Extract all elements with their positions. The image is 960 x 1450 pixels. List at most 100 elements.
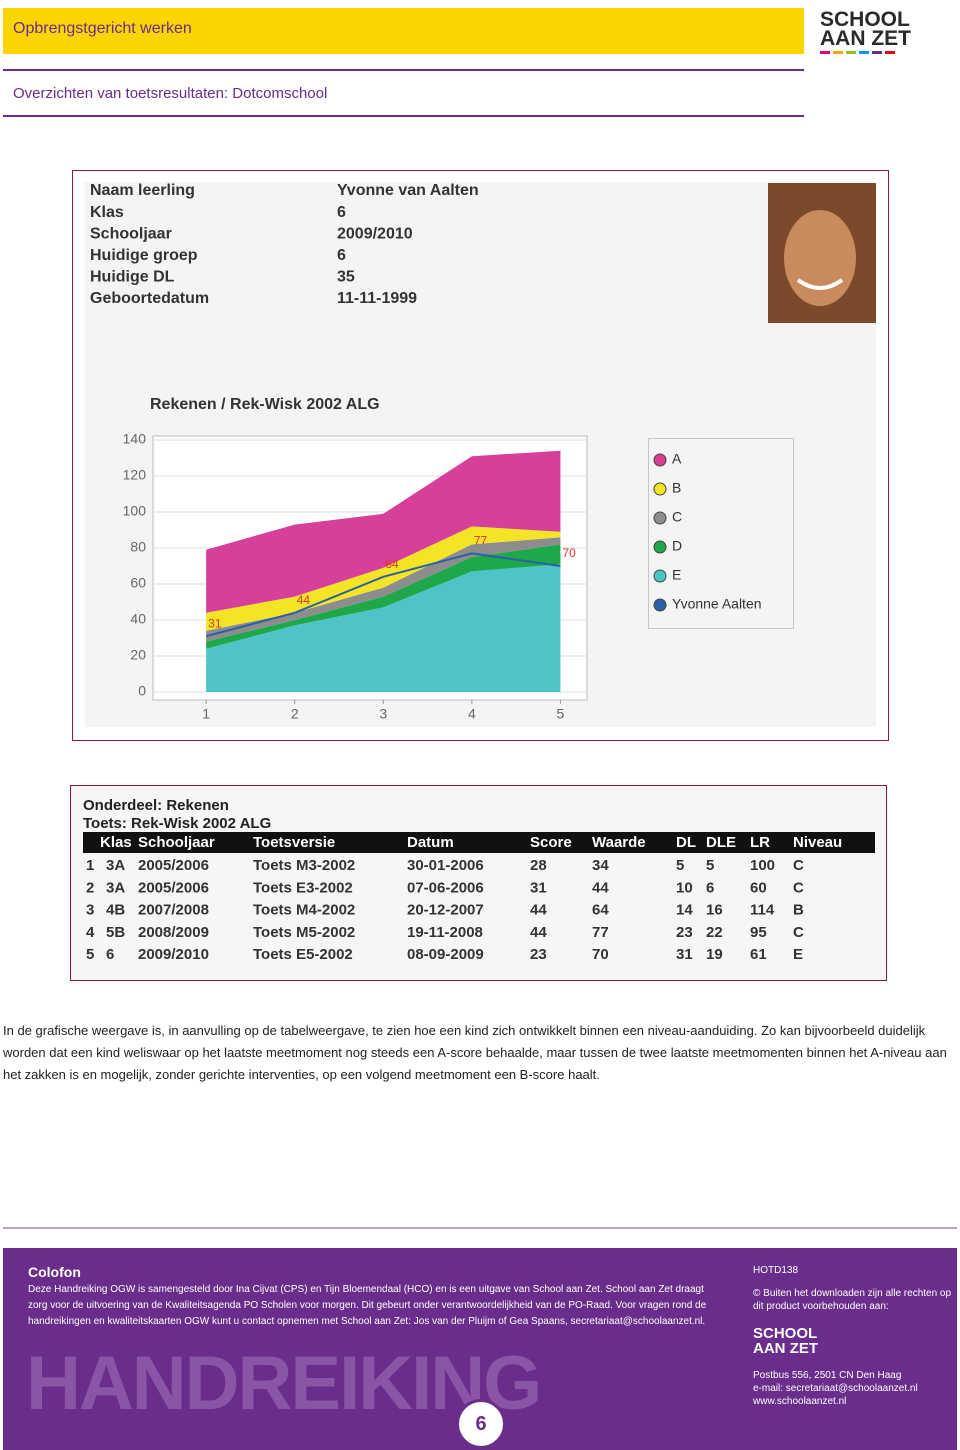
table-cell: 2 [86, 879, 94, 896]
area [206, 526, 561, 631]
info-label: Klas [90, 204, 124, 221]
table-cell: 44 [530, 924, 547, 941]
info-value: 2009/2010 [337, 225, 413, 242]
table-cell: 100 [750, 857, 775, 874]
subtitle: Overzichten van toetsresultaten: Dotcoms… [13, 85, 328, 102]
table-cell: 28 [530, 857, 547, 874]
page-number: 6 [456, 1399, 506, 1449]
table-cell: 114 [750, 902, 775, 919]
table-cell: 30-01-2006 [407, 857, 484, 874]
table-header: Waarde [592, 834, 646, 851]
table-header: Schooljaar [138, 834, 215, 851]
table-cell: 95 [750, 924, 767, 941]
table-cell: 64 [592, 902, 609, 919]
code: HOTD138 [753, 1265, 799, 1276]
y-tick-label: 120 [123, 467, 147, 483]
header-bar [3, 8, 804, 54]
y-tick-label: 60 [130, 575, 146, 591]
rule [3, 69, 804, 71]
table-header: LR [750, 834, 770, 851]
legend-label: D [672, 538, 682, 554]
legend-swatch [653, 598, 667, 612]
area [206, 537, 561, 642]
table-cell: 70 [592, 946, 609, 963]
photo [768, 183, 876, 323]
logo-line: SCHOOL [753, 1325, 818, 1342]
address: e-mail: secretariaat@schoolaanzet.nl [753, 1383, 918, 1394]
table-header: DLE [706, 834, 736, 851]
table-cell: 2009/2010 [138, 946, 209, 963]
data-label: 70 [562, 546, 576, 560]
legend-swatch [653, 453, 667, 467]
table-cell: 16 [706, 902, 723, 919]
colofon-text: Deze Handreiking OGW is samengesteld doo… [28, 1284, 707, 1327]
rule [3, 115, 804, 117]
table-cell: 10 [676, 879, 693, 896]
legend-swatch [653, 569, 667, 583]
table-cell: 5B [106, 924, 125, 941]
info-label: Huidige DL [90, 269, 175, 286]
table-header-bar [83, 832, 875, 853]
info-value: 11-11-1999 [337, 290, 417, 307]
x-tick-label: 1 [202, 706, 210, 722]
table-cell: 2005/2006 [138, 857, 209, 874]
data-label: 77 [474, 534, 488, 548]
footer-logo: SCHOOL AAN ZET [753, 1326, 818, 1356]
colofon-title: Colofon [28, 1264, 81, 1280]
rights: © Buiten het downloaden zijn alle rechte… [753, 1288, 952, 1312]
data-label: 44 [297, 593, 311, 607]
info-label: Huidige groep [90, 247, 198, 264]
table-cell: Toets M4-2002 [253, 902, 355, 919]
chart-title: Rekenen / Rek-Wisk 2002 ALG [150, 396, 380, 413]
line [205, 552, 561, 638]
legend-label: E [672, 567, 681, 583]
area [206, 564, 561, 692]
table-cell: 77 [592, 924, 609, 941]
table-cell: 5 [86, 946, 94, 963]
table-cell: Toets E3-2002 [253, 879, 353, 896]
table-cell: C [793, 879, 804, 896]
logo-line: AAN ZET [820, 27, 911, 50]
logo: SCHOOL AAN ZET [820, 9, 911, 54]
table-cell: B [793, 902, 804, 919]
info-value: 6 [337, 204, 346, 221]
table-title: Onderdeel: Rekenen [83, 797, 229, 814]
table-cell: 23 [676, 924, 693, 941]
x-tick-label: 4 [468, 706, 476, 722]
logo-dashes [820, 51, 911, 54]
table-cell: 20-12-2007 [407, 902, 484, 919]
table-cell: 44 [530, 902, 547, 919]
data-label: 31 [208, 616, 222, 630]
table-cell: 34 [592, 857, 609, 874]
info-label: Naam leerling [90, 182, 195, 199]
legend-swatch [653, 540, 667, 554]
address: Postbus 556, 2501 CN Den Haag [753, 1370, 902, 1381]
table-cell: 5 [706, 857, 714, 874]
table-cell: 3 [86, 902, 94, 919]
table-cell: C [793, 924, 804, 941]
table-cell: Toets M3-2002 [253, 857, 355, 874]
table-cell: 2008/2009 [138, 924, 209, 941]
table-cell: 6 [706, 879, 714, 896]
table-cell: 1 [86, 857, 94, 874]
table-cell: 3A [106, 879, 125, 896]
y-tick-label: 80 [130, 539, 146, 555]
table-cell: 4 [86, 924, 95, 941]
table-cell: 14 [676, 902, 693, 919]
table-cell: E [793, 946, 803, 963]
table-cell: C [793, 857, 804, 874]
table-cell: 3A [106, 857, 125, 874]
paragraph: In de grafische weergave is, in aanvulli… [3, 1023, 947, 1082]
y-tick-label: 40 [130, 611, 146, 627]
table-cell: 2007/2008 [138, 902, 209, 919]
y-tick-label: 100 [123, 503, 147, 519]
y-tick-label: 0 [138, 683, 146, 699]
table-header: Score [530, 834, 572, 851]
table-header: Datum [407, 834, 454, 851]
table-cell: 22 [706, 924, 723, 941]
area [206, 450, 561, 613]
table-cell: Toets E5-2002 [253, 946, 353, 963]
figures: Naam leerling Yvonne van Aalten Klas 6 Schoo… [70, 170, 889, 981]
legend-box [648, 438, 794, 629]
